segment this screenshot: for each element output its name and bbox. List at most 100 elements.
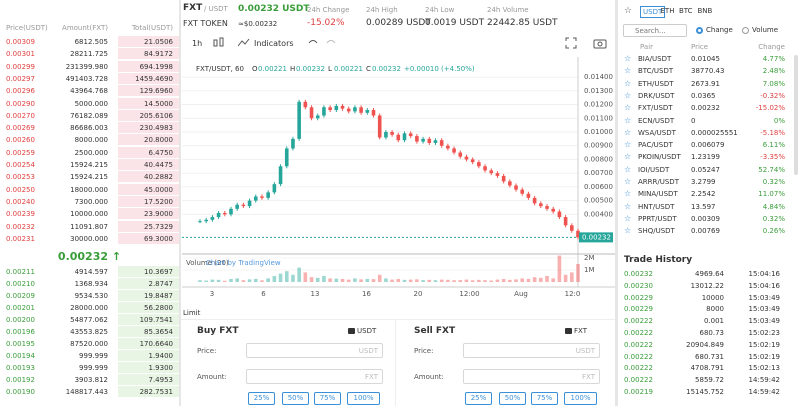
percent-button[interactable]: 50%	[282, 392, 309, 405]
market-pair[interactable]: BTC/USDT	[638, 67, 674, 76]
depth-bar	[118, 374, 179, 385]
favorite-star[interactable]: ☆	[624, 213, 632, 223]
token-name: FXT TOKEN	[183, 19, 228, 28]
market-pair[interactable]: PKOIN/USDT	[638, 153, 681, 162]
favorite-star[interactable]: ☆	[624, 103, 632, 113]
radio[interactable]	[742, 27, 749, 34]
favorite-star[interactable]: ☆	[624, 90, 632, 100]
market-tab[interactable]: BTC	[679, 7, 693, 15]
candle	[396, 134, 401, 141]
book-amount: 28211.725	[70, 50, 108, 59]
price-input[interactable]: USDT	[246, 343, 383, 358]
market-pair[interactable]: DRK/USDT	[638, 91, 675, 100]
order-type-tab[interactable]: Limit	[183, 309, 201, 317]
favorite-star[interactable]: ☆	[624, 140, 632, 150]
favorite-star[interactable]: ☆	[624, 189, 632, 199]
trade-amount: 680.73	[699, 329, 725, 337]
favorite-star[interactable]: ☆	[624, 78, 632, 88]
market-pair[interactable]: BIA/USDT	[638, 55, 672, 63]
volume-bar	[260, 280, 264, 282]
market-pair[interactable]: SHQ/USDT	[638, 227, 675, 236]
favorite-star[interactable]: ☆	[624, 164, 632, 174]
market-change: 4.77%	[762, 55, 785, 63]
book-price: 0.00296	[6, 87, 35, 96]
favorite-star[interactable]: ☆	[624, 115, 632, 125]
book-total: 25.7329	[144, 222, 173, 231]
trade-time: 15:02:23	[748, 329, 780, 337]
market-tab[interactable]: ETH	[660, 7, 675, 15]
indicators[interactable]: Indicators	[254, 39, 294, 48]
market-pair[interactable]: PAC/USDT	[638, 141, 673, 150]
trade-price: 0.00222	[624, 340, 653, 349]
legend-key: H	[290, 65, 295, 73]
market-pair[interactable]: ARRR/USDT	[638, 178, 679, 186]
book-total: 129.6960	[139, 87, 173, 96]
percent-button[interactable]: 100%	[564, 392, 597, 405]
market-price: 0.00232	[691, 104, 720, 113]
market-tab[interactable]: USDT	[640, 6, 666, 18]
book-amount: 10000.000	[70, 210, 108, 219]
trade-time: 14:59:42	[748, 388, 780, 396]
market-pair[interactable]: MINA/USDT	[638, 190, 678, 199]
market-pair[interactable]: HNT/USDT	[638, 202, 675, 211]
candle	[365, 110, 370, 113]
radio[interactable]	[696, 27, 703, 34]
depth-bar	[118, 290, 179, 301]
book-total: 282.7531	[139, 388, 173, 396]
market-pair[interactable]: FXT/USDT	[638, 104, 673, 113]
balance-unit: USDT	[357, 327, 377, 335]
y-tick-label: 0.00400	[584, 210, 613, 218]
price-chart[interactable]: 0.01400 0.01300 0.01200 0.01100 0.01000 0.009…	[182, 57, 615, 305]
sort-option[interactable]: Volume	[752, 26, 779, 34]
x-tick-label: 16	[362, 290, 371, 298]
trade-amount: 10000	[701, 293, 724, 302]
market-pair[interactable]: IOI/USDT	[638, 165, 670, 174]
book-total: 109.7541	[139, 316, 173, 324]
fullscreen-camera[interactable]	[565, 37, 609, 49]
search-box[interactable]: Search...	[623, 24, 687, 37]
favorite-star[interactable]: ☆	[624, 66, 632, 76]
percent-button[interactable]: 25%	[465, 392, 492, 405]
percent-button[interactable]: 25%	[248, 392, 275, 405]
x-tick-label: 3	[210, 290, 214, 298]
favorite-star[interactable]: ☆	[624, 226, 632, 236]
sort-option[interactable]: Change	[706, 26, 733, 34]
market-price: 0.0365	[691, 91, 716, 100]
book-price: 0.00211	[6, 268, 35, 276]
candle-icon[interactable]	[212, 37, 226, 49]
trade-price: 0.00219	[624, 388, 653, 396]
market-pair[interactable]: WSA/USDT	[638, 128, 676, 137]
depth-bar	[118, 159, 179, 170]
percent-button[interactable]: 75%	[531, 392, 558, 405]
percent-button[interactable]: 75%	[314, 392, 341, 405]
percent-button[interactable]: 50%	[499, 392, 526, 405]
market-pair[interactable]: ETH/USDT	[638, 79, 674, 88]
favorite-star[interactable]: ☆	[624, 177, 632, 186]
book-price: 0.00200	[6, 316, 35, 324]
percent-button[interactable]: 100%	[347, 392, 380, 405]
favorite-star[interactable]: ☆	[624, 201, 632, 211]
main-panel: 0.01400 0.01300 0.01200 0.01100 0.01000 0.009…	[181, 0, 615, 406]
amount-input[interactable]: FXT	[246, 369, 383, 384]
market-pair[interactable]: ECN/USDT	[638, 116, 675, 125]
book-amount: 3903.812	[74, 376, 108, 384]
candle	[390, 131, 394, 135]
market-pair[interactable]: PPRT/USDT	[638, 214, 677, 223]
book-total: 23.9000	[144, 210, 173, 219]
interval[interactable]: 1h	[192, 39, 203, 48]
volume-bar	[346, 279, 351, 282]
indicator-icon[interactable]	[238, 38, 250, 48]
stat-value: 22442.85 USDT	[487, 18, 558, 28]
favorite-star[interactable]: ☆	[624, 127, 632, 137]
amount-input[interactable]: FXT	[463, 369, 600, 384]
favorite-star[interactable]: ☆	[624, 152, 632, 162]
undo-redo[interactable]	[307, 38, 339, 48]
market-tab[interactable]: BNB	[697, 7, 713, 15]
favorite-star[interactable]: ☆	[624, 54, 632, 63]
watermark: Chart by TradingView	[206, 259, 281, 267]
depth-bar	[118, 362, 179, 373]
star-tab[interactable]: ☆	[624, 6, 633, 16]
price-input[interactable]: USDT	[463, 343, 600, 358]
market-change: -3.35%	[760, 153, 785, 162]
depth-bar	[118, 109, 179, 121]
